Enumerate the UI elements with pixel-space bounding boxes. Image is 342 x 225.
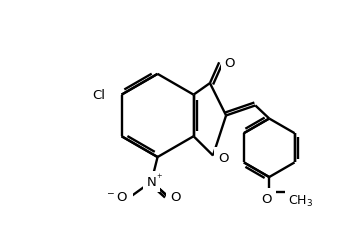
Text: O: O <box>262 193 272 205</box>
Text: O: O <box>218 152 228 164</box>
Text: O: O <box>170 190 180 203</box>
Text: $^+$: $^+$ <box>155 172 163 182</box>
Text: N: N <box>146 175 156 188</box>
Text: CH$_3$: CH$_3$ <box>288 193 314 208</box>
Text: Cl: Cl <box>92 89 105 102</box>
Text: $^-$O: $^-$O <box>105 190 129 203</box>
Text: O: O <box>225 56 235 70</box>
